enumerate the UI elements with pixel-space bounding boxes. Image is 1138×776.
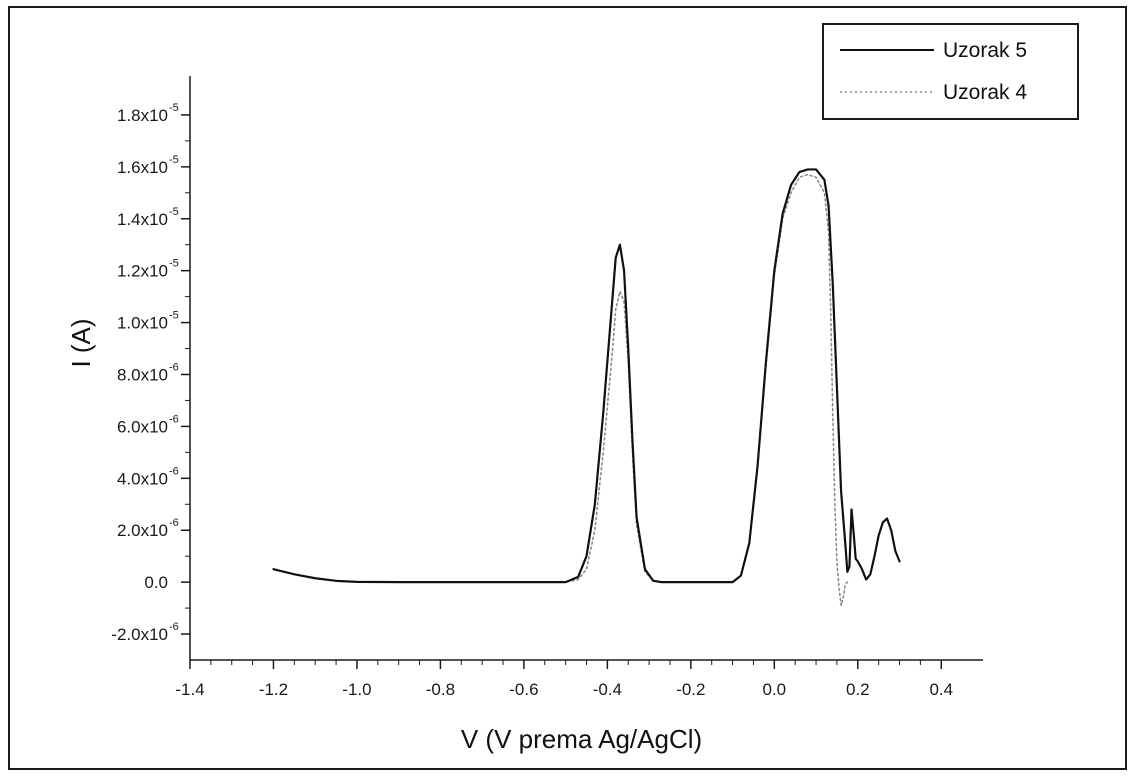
y-tick-exponent: -6 <box>169 517 179 529</box>
x-tick-label: -0.2 <box>676 680 705 699</box>
y-tick-label: 1.6x10 <box>117 158 168 177</box>
x-tick-label: -1.0 <box>342 680 371 699</box>
figure-frame <box>8 6 1127 770</box>
x-tick-label: 0.0 <box>762 680 786 699</box>
y-tick-label: 0.0 <box>144 573 168 592</box>
y-tick-label: 8.0x10 <box>117 365 168 384</box>
x-tick-label: -0.6 <box>509 680 538 699</box>
y-axis-title: I (A) <box>66 318 96 367</box>
series-line-uzorak-5 <box>272 168 901 584</box>
x-tick-label: -0.8 <box>426 680 455 699</box>
x-axis-title: V (V prema Ag/AgCl) <box>461 724 702 754</box>
y-tick-exponent: -5 <box>169 154 179 166</box>
y-tick-label: 1.8x10 <box>117 106 168 125</box>
x-tick-label: -1.4 <box>175 680 204 699</box>
y-tick-label: 4.0x10 <box>117 469 168 488</box>
legend-label-uzorak-5: Uzorak 5 <box>943 39 1027 62</box>
series-line-uzorak-4 <box>272 173 849 607</box>
x-tick-label: 0.4 <box>929 680 953 699</box>
y-tick-exponent: -6 <box>169 621 179 633</box>
x-ticks: -1.4 -1.2 -1.0 -0.8 -0.6 -0.4 -0.2 0.0 0.2 0.4 <box>175 660 953 699</box>
legend-box <box>822 23 1079 120</box>
y-tick-exponent: -5 <box>169 258 179 270</box>
y-tick-exponent: -6 <box>169 413 179 425</box>
y-tick-exponent: -6 <box>169 361 179 373</box>
y-tick-label: 1.0x10 <box>117 314 168 333</box>
y-tick-exponent: -5 <box>169 310 179 322</box>
x-tick-label: -0.4 <box>593 680 622 699</box>
x-tick-label: -1.2 <box>259 680 288 699</box>
series-layer <box>272 168 901 607</box>
legend: Uzorak 5 Uzorak 4 <box>822 23 1079 120</box>
y-tick-label: -2.0x10 <box>111 625 168 644</box>
y-tick-exponent: -6 <box>169 465 179 477</box>
y-tick-label: 1.2x10 <box>117 262 168 281</box>
legend-label-uzorak-4: Uzorak 4 <box>943 81 1027 104</box>
y-tick-label: 6.0x10 <box>117 417 168 436</box>
x-tick-label: 0.2 <box>846 680 870 699</box>
y-tick-exponent: -5 <box>169 206 179 218</box>
y-tick-label: 2.0x10 <box>117 521 168 540</box>
y-tick-exponent: -5 <box>169 102 179 114</box>
y-tick-label: 1.4x10 <box>117 210 168 229</box>
y-ticks: -2.0x10 -60.02.0x10 -64.0x10 -66.0x10 -68.0x… <box>111 102 190 644</box>
